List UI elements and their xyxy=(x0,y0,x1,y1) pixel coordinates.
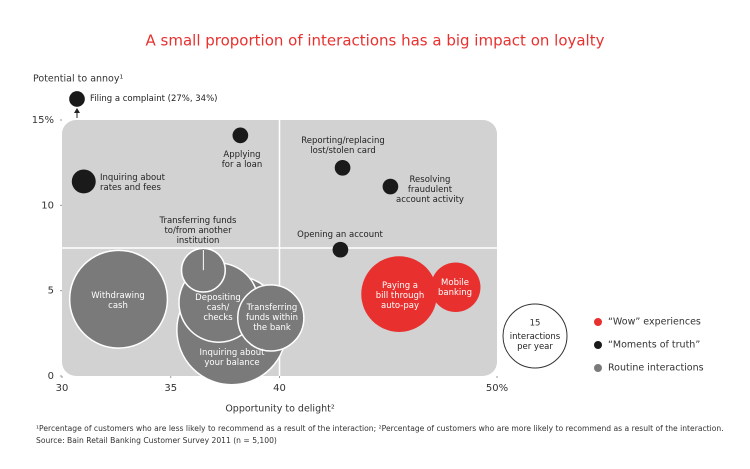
footnote: ¹Percentage of customers who are less li… xyxy=(36,424,724,433)
bubble-label: Mobile banking xyxy=(437,278,473,298)
chart-title: A small proportion of interactions has a… xyxy=(146,32,605,50)
x-tick-label: 40 xyxy=(273,383,286,394)
y-axis-label: Potential to annoy¹ xyxy=(33,74,123,85)
y-tick-label: 10 xyxy=(41,200,54,211)
bubble-label: Inquiring about your balance xyxy=(199,348,265,368)
legend-marker xyxy=(594,318,602,326)
bubble-label: Resolving fraudulent account activity xyxy=(396,175,464,205)
y-tick-label: 15% xyxy=(32,115,54,126)
legend-marker xyxy=(594,341,602,349)
bubble xyxy=(232,127,249,144)
y-tick-label: 5 xyxy=(48,286,54,297)
legend-label: “Moments of truth” xyxy=(608,340,700,351)
bubble-label: Opening an account xyxy=(297,230,383,240)
y-tick-label: 0 xyxy=(48,371,54,382)
bubble-label: Filing a complaint (27%, 34%) xyxy=(90,94,218,104)
bubble xyxy=(71,169,96,194)
bubble-label: Depositing cash/ checks xyxy=(195,293,241,323)
bubble xyxy=(334,159,351,176)
bubble xyxy=(69,91,85,107)
bubble-label: Inquiring about rates and fees xyxy=(100,173,165,193)
bubble-label: Withdrawing cash xyxy=(91,291,145,311)
x-tick-label: 35 xyxy=(164,383,177,394)
source: Source: Bain Retail Banking Customer Sur… xyxy=(36,436,277,445)
size-legend-label: interactions per year xyxy=(509,332,561,352)
x-axis-label: Opportunity to delight² xyxy=(225,404,335,415)
legend-marker xyxy=(594,364,602,372)
bubble-label: Paying a bill through auto-pay xyxy=(375,281,425,311)
bubble xyxy=(430,262,481,313)
bubble-label: Transferring funds within the bank xyxy=(245,303,299,333)
offscale-arrowhead xyxy=(74,108,80,113)
x-tick-label: 30 xyxy=(56,383,69,394)
bubble-label: Transferring funds to/from another insti… xyxy=(159,216,237,246)
bubble xyxy=(382,178,399,195)
bubble xyxy=(68,249,169,349)
bubble-label: Applying for a loan xyxy=(221,150,263,170)
bubble xyxy=(237,284,305,352)
legend-label: “Wow” experiences xyxy=(608,317,701,328)
x-tick-label: 50% xyxy=(486,383,508,394)
legend-label: Routine interactions xyxy=(608,363,704,374)
bubble xyxy=(332,241,349,258)
size-legend-circle xyxy=(502,303,568,369)
bubble-label: Reporting/replacing lost/stolen card xyxy=(301,136,385,156)
bubble xyxy=(361,256,437,332)
size-legend-value: 15 xyxy=(530,319,541,329)
